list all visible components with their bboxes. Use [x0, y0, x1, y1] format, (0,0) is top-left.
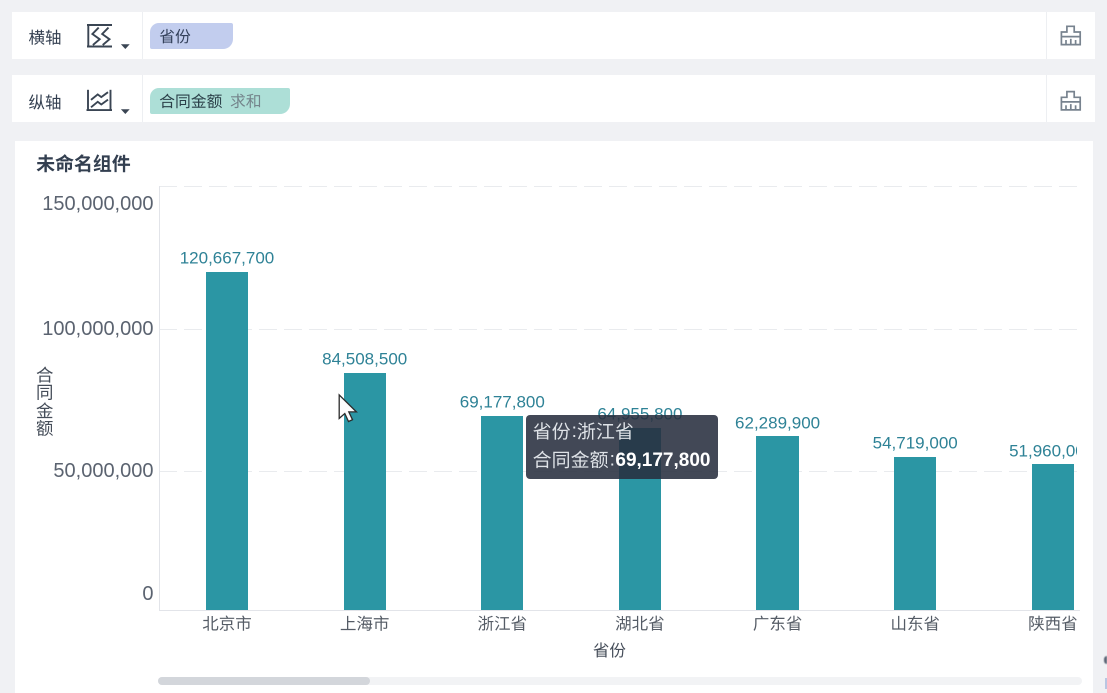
svg-text:69,177,800: 69,177,800	[615, 450, 710, 471]
svg-text::: :	[610, 449, 615, 470]
svg-text::: :	[572, 421, 577, 442]
